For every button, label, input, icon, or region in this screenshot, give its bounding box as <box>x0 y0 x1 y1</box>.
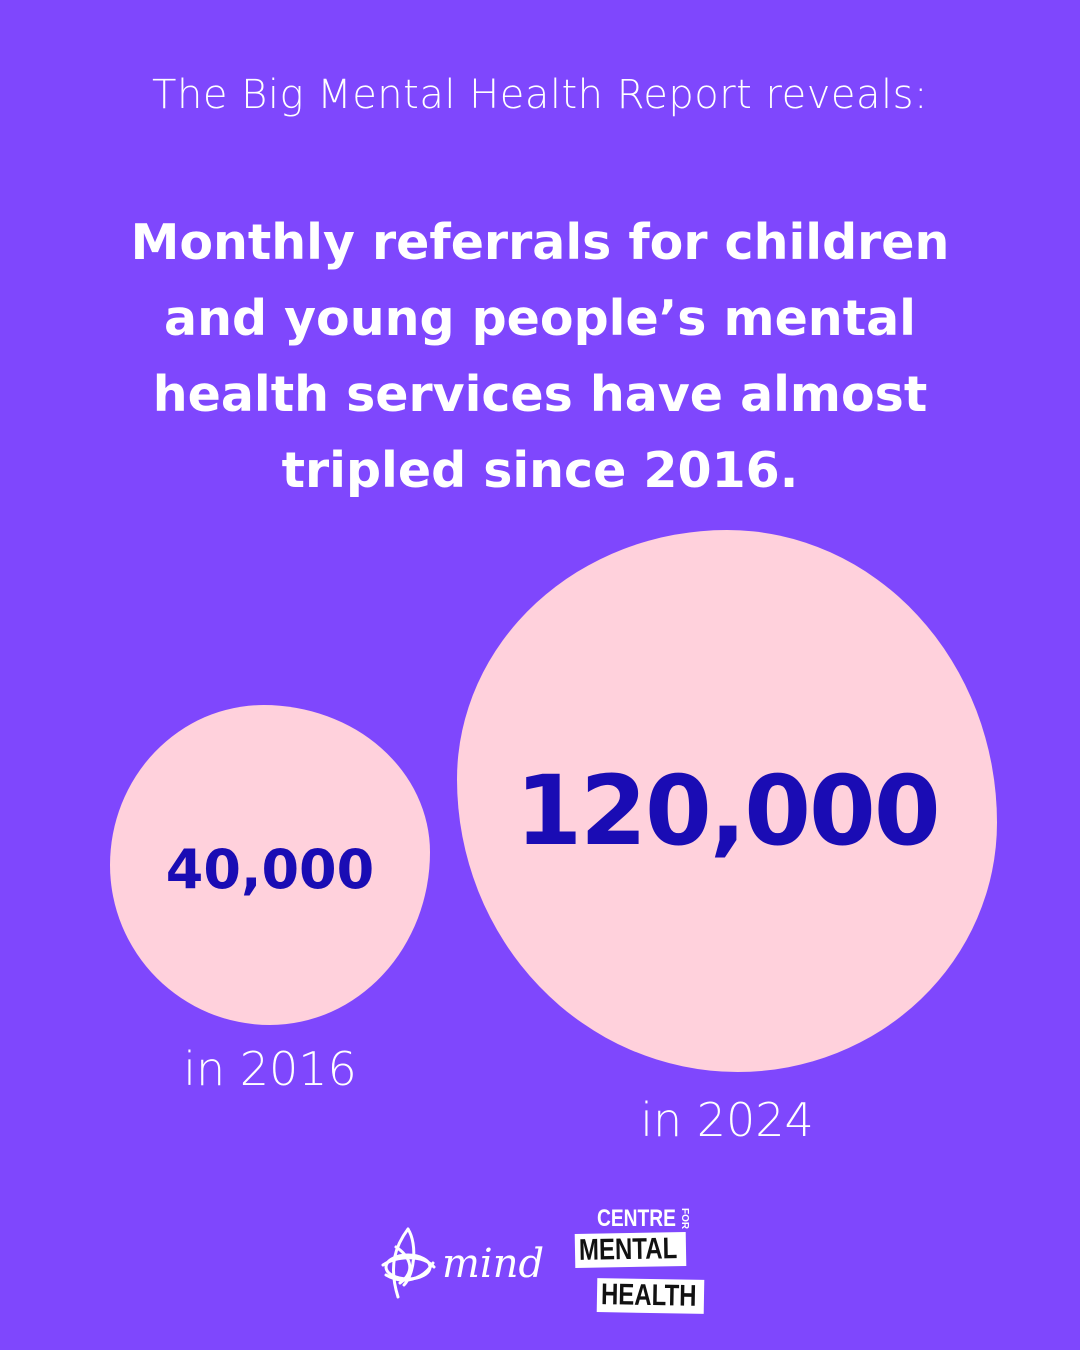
value-2024: 120,000 <box>515 755 940 867</box>
headline: Monthly referrals for children and young… <box>130 214 950 499</box>
centre-for-mental-health-logo: CENTRE FOR MENTAL HEALTH <box>574 1205 705 1325</box>
cmh-mental-text: MENTAL <box>578 1232 678 1267</box>
year-label-2016: in 2016 <box>183 1042 357 1096</box>
cmh-centre-text: CENTRE <box>597 1205 676 1232</box>
cmh-mental-block: MENTAL <box>574 1232 687 1268</box>
cmh-health-text: HEALTH <box>600 1278 697 1313</box>
cmh-for-text: FOR <box>679 1208 690 1230</box>
intro-text: The Big Mental Health Report reveals: <box>152 72 928 118</box>
mind-logo: mind <box>378 1225 544 1303</box>
cmh-health-block: HEALTH <box>596 1278 705 1314</box>
year-label-2024: in 2024 <box>640 1093 814 1147</box>
value-2016: 40,000 <box>165 838 375 901</box>
bubble-2024 <box>457 530 997 1072</box>
mind-wordmark: mind <box>442 1241 545 1287</box>
mind-scribble-icon <box>381 1227 436 1299</box>
bubble-2016 <box>110 705 430 1025</box>
